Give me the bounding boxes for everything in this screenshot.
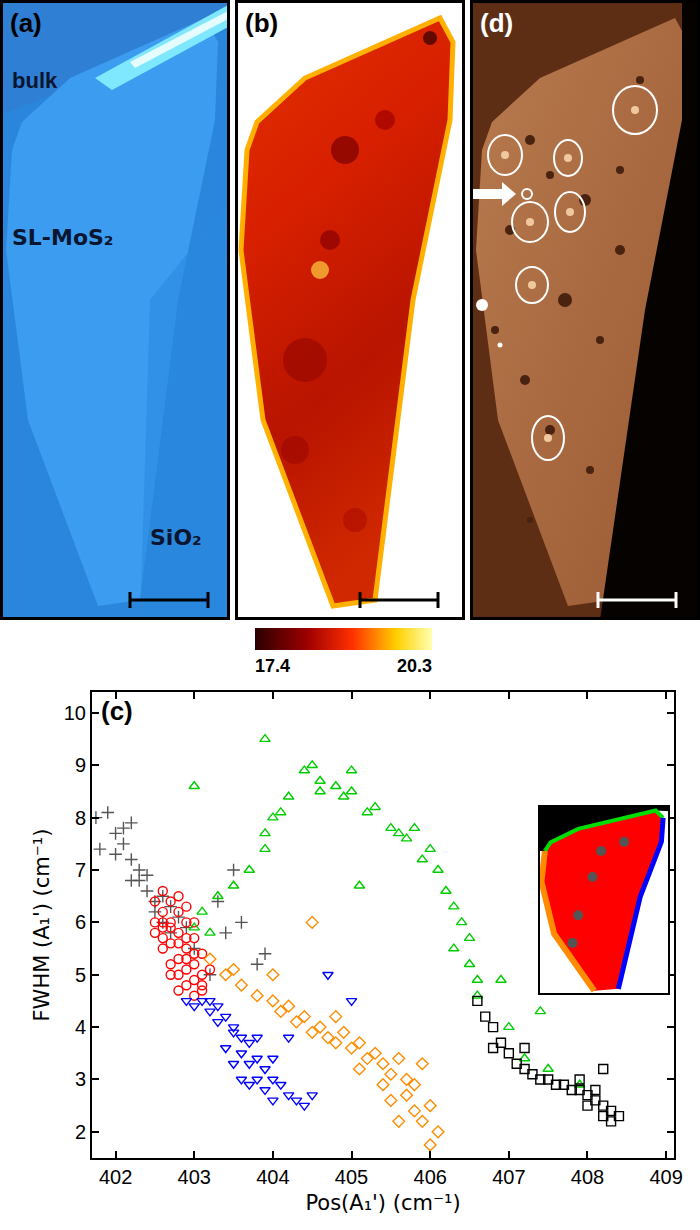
svg-text:(a): (a) <box>10 8 42 38</box>
svg-text:SiO₂: SiO₂ <box>150 525 202 550</box>
svg-text:408: 408 <box>571 1166 604 1188</box>
svg-text:3: 3 <box>75 1068 86 1090</box>
svg-text:7: 7 <box>75 859 86 881</box>
svg-text:409: 409 <box>649 1166 682 1188</box>
svg-text:8: 8 <box>75 807 86 829</box>
svg-text:FWHM (A₁') (cm⁻¹): FWHM (A₁') (cm⁻¹) <box>30 829 54 1022</box>
svg-text:6: 6 <box>75 911 86 933</box>
svg-text:10: 10 <box>64 702 86 724</box>
svg-text:17.4: 17.4 <box>255 656 290 676</box>
svg-text:bulk: bulk <box>12 68 58 93</box>
svg-text:406: 406 <box>414 1166 447 1188</box>
svg-text:SL-MoS₂: SL-MoS₂ <box>12 225 113 250</box>
svg-text:404: 404 <box>256 1166 289 1188</box>
svg-text:9: 9 <box>75 754 86 776</box>
svg-text:20.3: 20.3 <box>397 656 432 676</box>
svg-text:(c): (c) <box>101 696 133 726</box>
svg-text:(d): (d) <box>480 8 513 38</box>
svg-text:407: 407 <box>492 1166 525 1188</box>
svg-text:403: 403 <box>178 1166 211 1188</box>
svg-text:(b): (b) <box>245 8 278 38</box>
svg-text:5: 5 <box>75 964 86 986</box>
svg-text:402: 402 <box>99 1166 132 1188</box>
svg-text:4: 4 <box>75 1016 86 1038</box>
svg-text:2: 2 <box>75 1121 86 1143</box>
svg-text:Pos(A₁') (cm⁻¹): Pos(A₁') (cm⁻¹) <box>305 1191 460 1215</box>
svg-text:405: 405 <box>335 1166 368 1188</box>
